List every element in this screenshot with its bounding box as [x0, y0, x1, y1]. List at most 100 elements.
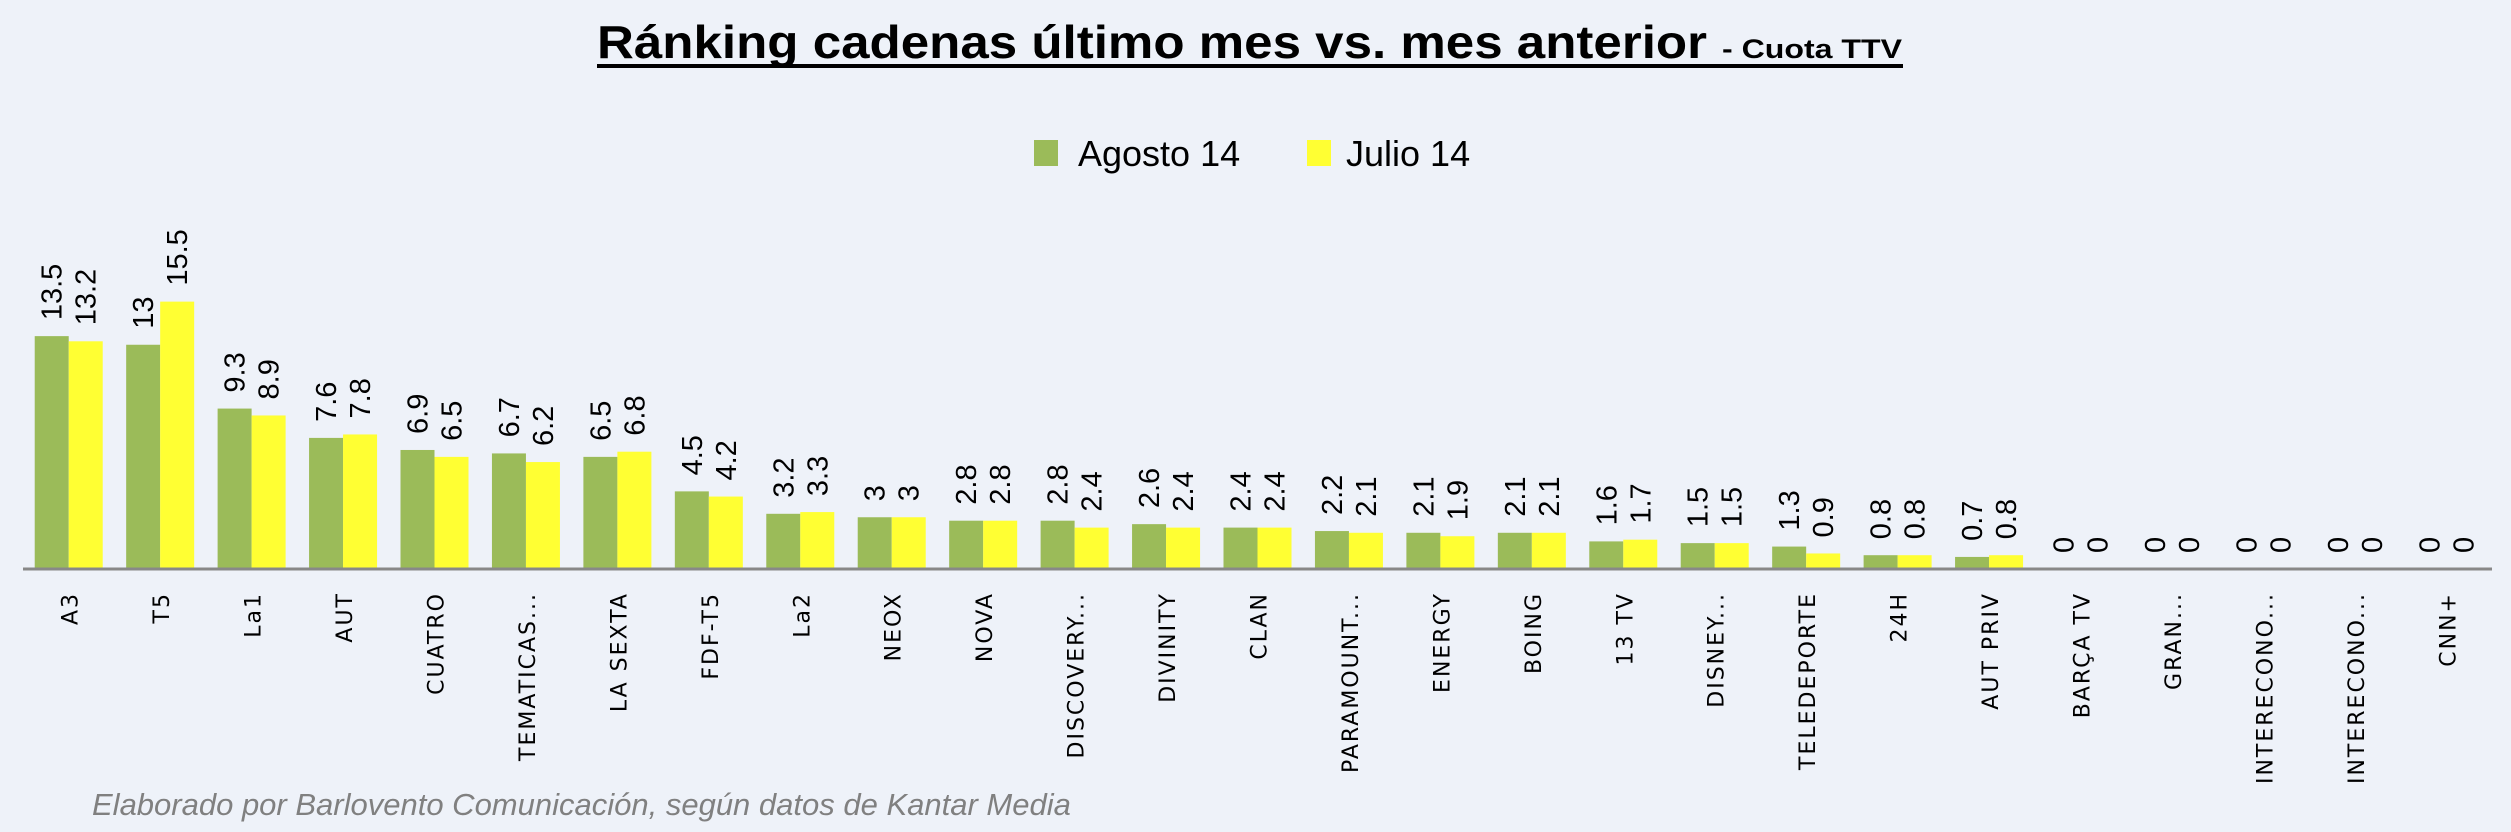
chart-title: Ránking cadenas último mes vs. mes anter…	[597, 16, 1707, 68]
data-label: 2.8	[1043, 464, 1075, 504]
category-label: 24H	[1888, 592, 1913, 643]
bar-julio	[434, 456, 469, 569]
bar-agosto	[1040, 520, 1075, 569]
bar-julio	[1897, 555, 1932, 569]
bar-agosto	[857, 517, 892, 569]
data-label: 0	[2357, 537, 2389, 553]
data-label: 1.5	[1683, 487, 1715, 527]
data-label: 0.8	[1866, 499, 1898, 539]
data-label: 2.4	[1168, 471, 1200, 511]
category-label: FDF-T5	[699, 592, 724, 680]
category-label: T5	[150, 592, 175, 624]
category-label: INTERECONO...	[2345, 592, 2370, 784]
data-label: 13.5	[37, 264, 69, 320]
category-label: A3	[59, 592, 84, 625]
data-label: 3.2	[768, 457, 800, 497]
bar-agosto	[674, 491, 709, 569]
legend-swatch-julio	[1307, 140, 1331, 166]
data-label: 0.7	[1957, 501, 1989, 541]
data-label: 0	[2265, 537, 2297, 553]
data-label: 2.1	[1534, 476, 1566, 516]
data-label: 0.8	[1900, 499, 1932, 539]
category-label: 13 TV	[1613, 592, 1638, 665]
data-label: 0.9	[1808, 497, 1840, 537]
bar-julio	[525, 462, 560, 569]
legend: Agosto 14 Julio 14	[1034, 133, 1470, 174]
bar-agosto	[1955, 556, 1990, 569]
data-label: 6.8	[619, 395, 651, 435]
bar-agosto	[1314, 531, 1349, 569]
data-label: 2.2	[1317, 475, 1349, 515]
category-label: ENERGY	[1430, 592, 1455, 693]
bar-julio	[251, 415, 286, 569]
legend-label-julio: Julio 14	[1346, 133, 1470, 174]
bar-agosto	[1680, 543, 1715, 569]
bar-agosto	[491, 453, 526, 569]
category-label: INTERECONO...	[2253, 592, 2278, 784]
bar-julio	[68, 341, 103, 569]
data-label: 0	[2049, 537, 2081, 553]
data-label: 7.6	[311, 382, 343, 422]
bar-julio	[617, 451, 652, 569]
footer-source: Elaborado por Barlovento Comunicación, s…	[92, 787, 1071, 822]
category-label: La2	[790, 592, 815, 638]
category-label: DISCOVERY...	[1065, 592, 1090, 758]
bar-julio	[1623, 539, 1658, 569]
data-label: 0	[2140, 537, 2172, 553]
data-label: 0	[2083, 537, 2115, 553]
bar-julio	[160, 301, 195, 569]
bar-agosto	[949, 520, 984, 569]
data-label: 2.8	[951, 464, 983, 504]
bar-julio	[1440, 536, 1475, 569]
chart-subtitle: - Cuota TTV	[1722, 34, 1902, 64]
bar-julio	[891, 517, 926, 569]
data-label: 6.5	[437, 401, 469, 441]
data-label: 1.5	[1717, 487, 1749, 527]
category-label: LA SEXTA	[607, 592, 632, 712]
bar-julio	[1074, 527, 1109, 569]
data-label: 0	[2174, 537, 2206, 553]
category-label: TELEDEPORTE	[1796, 592, 1821, 771]
bar-julio	[708, 496, 743, 569]
bar-agosto	[1863, 555, 1898, 569]
data-label: 13.2	[71, 269, 103, 325]
data-label: 6.2	[528, 406, 560, 446]
legend-label-agosto: Agosto 14	[1078, 133, 1240, 174]
data-label: 6.9	[403, 394, 435, 434]
bar-julio	[1257, 527, 1292, 569]
bar-julio	[983, 520, 1018, 569]
bar-julio	[1714, 543, 1749, 569]
bar-agosto	[766, 513, 801, 569]
data-label: 2.8	[985, 464, 1017, 504]
category-label: CLAN	[1248, 592, 1273, 660]
bars	[34, 301, 2024, 569]
category-label: AUT	[333, 592, 358, 643]
bar-agosto	[1772, 546, 1807, 569]
data-label: 4.2	[711, 440, 743, 480]
bar-julio	[1989, 555, 2024, 569]
category-label: TEMATICAS...	[516, 592, 541, 762]
bar-agosto	[1589, 541, 1624, 569]
data-label: 3	[894, 485, 926, 501]
data-label: 4.5	[677, 435, 709, 475]
category-label: AUT PRIV	[1979, 592, 2004, 710]
bar-julio	[1166, 527, 1201, 569]
data-label: 13	[128, 296, 160, 328]
bar-agosto	[126, 344, 161, 569]
data-label: 0	[2323, 537, 2355, 553]
data-label: 9.3	[220, 352, 252, 392]
legend-swatch-agosto	[1034, 140, 1058, 166]
bar-agosto	[400, 449, 435, 569]
data-label: 0	[2414, 537, 2446, 553]
category-label: CNN+	[2436, 592, 2461, 667]
bar-agosto	[1497, 532, 1532, 569]
x-axis-labels: A3 T5 La1 AUT CUATRO TEMATICAS... LA SEXTA FDF-…	[59, 592, 2462, 784]
data-label: 1.6	[1591, 485, 1623, 525]
data-label: 2.4	[1226, 471, 1258, 511]
bar-agosto	[1132, 524, 1167, 569]
data-label: 6.7	[494, 397, 526, 437]
data-label: 0	[2448, 537, 2480, 553]
